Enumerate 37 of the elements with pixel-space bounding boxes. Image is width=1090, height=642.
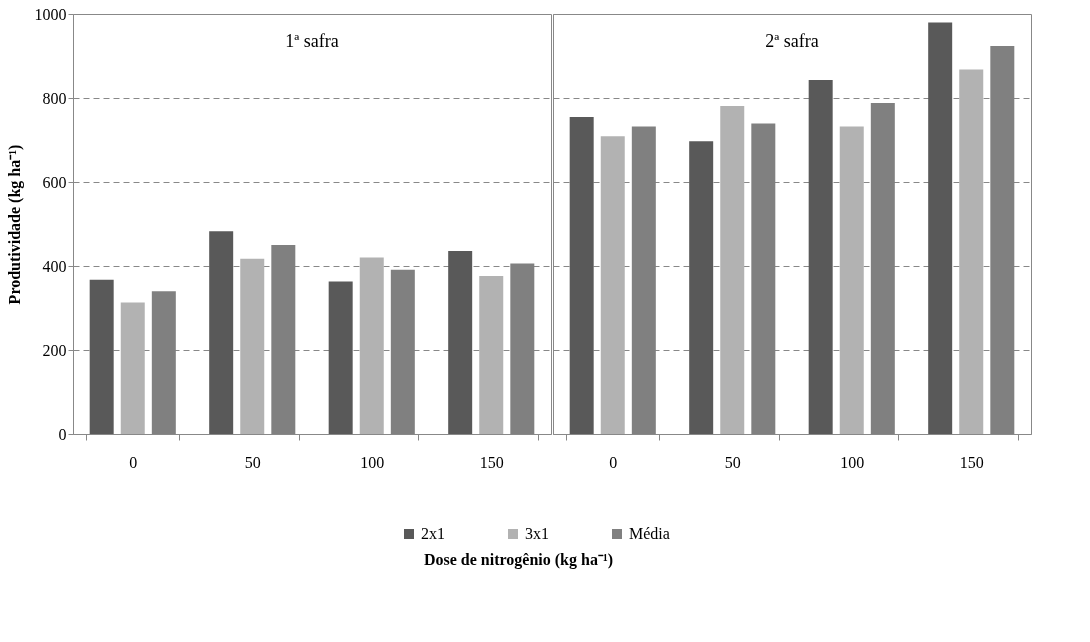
- y-tick-label: 400: [42, 257, 67, 275]
- bar: [689, 141, 714, 434]
- y-tick-label: 0: [58, 425, 67, 443]
- annotation: 1ª safra: [285, 31, 339, 51]
- x-tick-label: 0: [129, 453, 138, 471]
- y-tick-label: 800: [42, 89, 67, 107]
- y-tick-label: 1000: [34, 5, 67, 23]
- y-axis-title: Produtividade (kg ha⁻¹): [5, 144, 24, 305]
- bar: [120, 302, 145, 434]
- bar: [720, 105, 745, 434]
- bar: [448, 250, 473, 434]
- legend-label: 2x1: [421, 525, 445, 542]
- bar: [240, 258, 265, 434]
- legend-label: Média: [629, 525, 670, 542]
- y-tick-label: 600: [42, 173, 67, 191]
- bar: [479, 276, 504, 434]
- bar: [328, 281, 353, 434]
- y-tick-label: 200: [42, 341, 67, 359]
- bar: [569, 116, 594, 434]
- x-tick-label: 0: [609, 453, 618, 471]
- legend-label: 3x1: [525, 525, 549, 542]
- x-tick-label: 100: [360, 453, 385, 471]
- x-axis-title: Dose de nitrogênio (kg ha⁻¹): [423, 551, 614, 569]
- bar: [89, 279, 114, 434]
- x-tick-label: 150: [479, 453, 504, 471]
- x-tick-label: 150: [959, 453, 984, 471]
- bar: [209, 231, 234, 434]
- x-tick-label: 100: [840, 453, 865, 471]
- bar: [600, 136, 625, 434]
- bar: [959, 69, 984, 434]
- x-tick-label: 50: [724, 453, 741, 471]
- bar: [839, 126, 864, 434]
- x-tick-label: 50: [244, 453, 261, 471]
- annotation: 2ª safra: [765, 31, 819, 51]
- bar: [359, 257, 384, 434]
- bar: [808, 79, 833, 434]
- bar: [928, 22, 953, 434]
